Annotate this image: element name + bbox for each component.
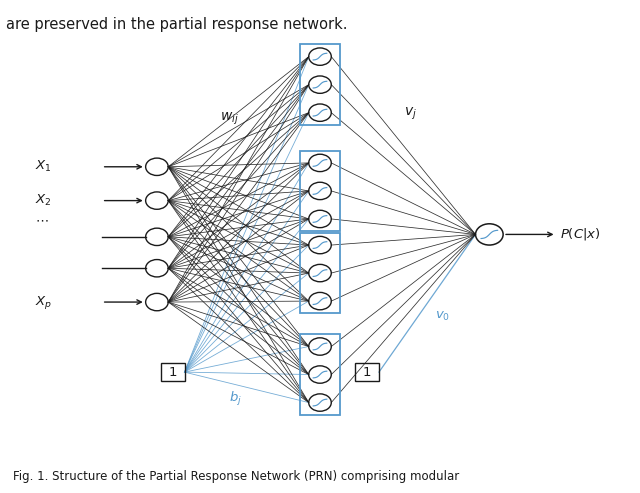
- Text: $w_{ij}$: $w_{ij}$: [220, 110, 239, 127]
- Text: $\cdots$: $\cdots$: [35, 213, 48, 226]
- Text: Fig. 1. Structure of the Partial Response Network (PRN) comprising modular: Fig. 1. Structure of the Partial Respons…: [13, 470, 459, 483]
- Text: $b_j$: $b_j$: [229, 389, 242, 408]
- Bar: [355, 363, 379, 381]
- Bar: [300, 151, 340, 231]
- Text: are preserved in the partial response network.: are preserved in the partial response ne…: [6, 17, 348, 32]
- Text: $P(C|x)$: $P(C|x)$: [559, 226, 600, 243]
- Text: $v_j$: $v_j$: [404, 106, 417, 122]
- Text: 1: 1: [168, 366, 177, 379]
- Bar: [300, 233, 340, 313]
- Bar: [161, 363, 184, 381]
- Bar: [300, 44, 340, 125]
- Bar: [300, 334, 340, 415]
- Text: 1: 1: [363, 366, 371, 379]
- Text: $X_1$: $X_1$: [35, 159, 51, 175]
- Text: $X_p$: $X_p$: [35, 293, 52, 311]
- Text: $X_2$: $X_2$: [35, 193, 51, 208]
- Text: $v_0$: $v_0$: [435, 310, 450, 323]
